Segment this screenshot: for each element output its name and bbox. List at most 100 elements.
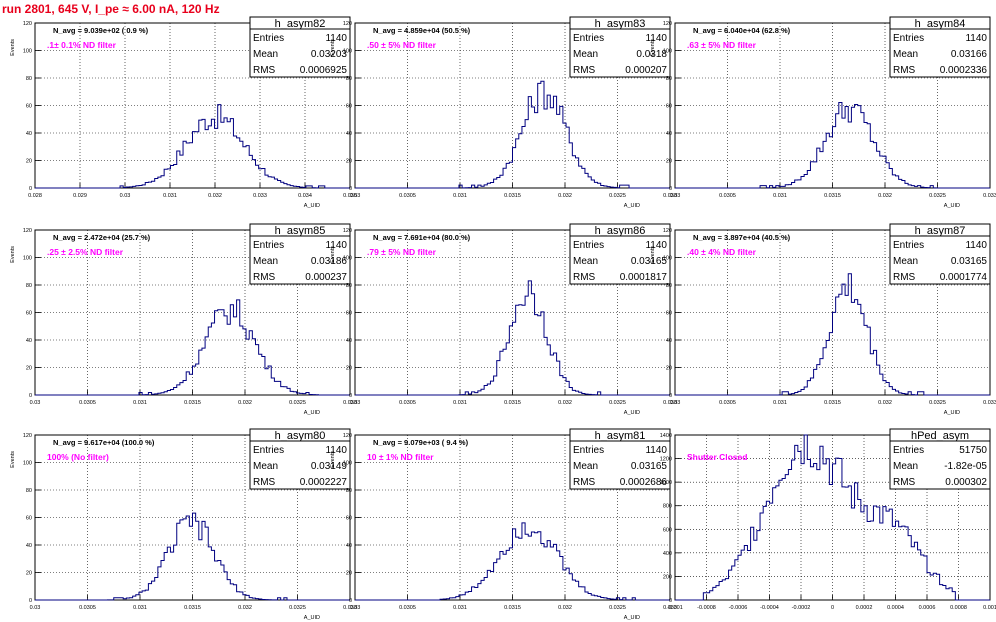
histogram-curve: [355, 80, 670, 189]
stats-value: 0.0002336: [940, 65, 988, 76]
stats-label: Mean: [253, 49, 278, 60]
stats-box: [249, 223, 351, 285]
y-tick-label: 100: [23, 461, 32, 467]
y-tick-label: 40: [666, 131, 672, 137]
stats-value: 0.03186: [311, 256, 348, 267]
y-tick-label: 120: [343, 21, 352, 27]
plot-frame: [354, 22, 671, 189]
x-tick-label: 0.032: [878, 193, 892, 199]
y-tick-label: 40: [26, 131, 32, 137]
x-axis-label: A_UID: [944, 203, 960, 209]
x-tick-label: 0.032: [238, 400, 252, 406]
x-tick-label: 0.031: [773, 193, 787, 199]
y-tick-label: 0: [669, 598, 672, 604]
x-tick-label: 0.001: [983, 605, 996, 611]
stats-value: 0.0318: [636, 49, 667, 60]
y-tick-label: 400: [663, 551, 672, 557]
y-tick-label: 80: [346, 283, 352, 289]
stats-label: Mean: [573, 461, 598, 472]
stats-title: h_asym87: [915, 225, 966, 237]
y-tick-label: 120: [23, 228, 32, 234]
y-axis-label: Events: [10, 39, 16, 56]
x-tick-label: 0.031: [773, 400, 787, 406]
stats-label: Entries: [253, 240, 284, 251]
x-tick-label: 0.03: [670, 193, 681, 199]
x-tick-label: 0.0325: [289, 400, 306, 406]
stats-label: RMS: [573, 272, 596, 283]
x-tick-label: 0.032: [558, 605, 572, 611]
x-tick-label: 0.029: [73, 193, 87, 199]
histogram-panel-h_asym83: 0.03 0.0305 0.031 0.0315 0.032 0.0325 0.033020…: [330, 16, 677, 209]
stats-label: Mean: [573, 49, 598, 60]
histogram-panel-h_asym85: 0.03 0.0305 0.031 0.0315 0.032 0.0325 0.033020…: [10, 223, 357, 416]
x-tick-label: -0.0004: [760, 605, 779, 611]
x-tick-label: 0.0305: [399, 400, 416, 406]
stats-label: Mean: [893, 49, 918, 60]
stats-box: [889, 428, 991, 490]
x-tick-label: 0.03: [30, 400, 41, 406]
y-tick-label: 60: [346, 516, 352, 522]
y-axis-label: Events: [330, 39, 336, 56]
stats-title: hPed_asym: [911, 430, 969, 442]
stats-label: RMS: [893, 477, 916, 488]
y-axis-label: Events: [650, 39, 656, 56]
stats-value: 1140: [645, 240, 667, 251]
y-tick-label: 40: [346, 131, 352, 137]
y-tick-label: 100: [343, 49, 352, 55]
x-tick-label: 0.033: [663, 193, 677, 199]
y-tick-label: 20: [26, 366, 32, 372]
histogram-panel-hPed_asym: -0.001 -0.0008 -0.0006 -0.0004 -0.0002 0 0.000…: [660, 428, 996, 611]
x-tick-label: 0.0315: [504, 400, 521, 406]
x-tick-label: 0.0315: [824, 400, 841, 406]
stats-label: Entries: [253, 33, 284, 44]
stats-value: 0.0002227: [300, 477, 348, 488]
y-tick-label: 80: [666, 76, 672, 82]
y-tick-label: 60: [26, 516, 32, 522]
x-tick-label: 0.035: [343, 193, 357, 199]
y-tick-label: 60: [666, 311, 672, 317]
x-tick-label: 0.0004: [887, 605, 904, 611]
stats-value: 0.000302: [945, 477, 987, 488]
y-tick-label: 0: [29, 393, 32, 399]
stats-title: h_asym83: [595, 18, 646, 30]
y-tick-label: 100: [343, 461, 352, 467]
stats-title: h_asym86: [595, 225, 646, 237]
y-tick-label: 20: [346, 366, 352, 372]
stats-value: 0.000207: [625, 65, 667, 76]
x-axis-label: A_UID: [304, 615, 320, 621]
stats-label: Mean: [253, 461, 278, 472]
stats-box: [889, 16, 991, 78]
stats-box: [249, 16, 351, 78]
stats-label: Entries: [893, 445, 924, 456]
filter-label: .25 ± 2.5% ND filter: [47, 247, 124, 257]
x-tick-label: 0.0325: [609, 400, 626, 406]
y-tick-label: 80: [26, 488, 32, 494]
y-tick-label: 20: [346, 159, 352, 165]
x-tick-label: 0.0305: [79, 605, 96, 611]
x-tick-label: 0.0006: [919, 605, 936, 611]
y-tick-label: 100: [343, 256, 352, 262]
stats-value: 0.0006925: [300, 65, 348, 76]
stats-label: RMS: [573, 477, 596, 488]
y-tick-label: 20: [346, 571, 352, 577]
x-tick-label: 0.0315: [504, 605, 521, 611]
stats-label: Mean: [253, 256, 278, 267]
y-tick-label: 60: [346, 311, 352, 317]
x-tick-label: 0.031: [163, 193, 177, 199]
x-tick-label: -0.0008: [697, 605, 716, 611]
plot-frame: [674, 229, 991, 396]
navg-label: N_avg = 9.039e+02 ( 0.9 %): [53, 26, 149, 35]
stats-label: Mean: [893, 256, 918, 267]
stats-value: 0.000237: [305, 272, 347, 283]
stats-label: Mean: [573, 256, 598, 267]
y-tick-label: 120: [343, 433, 352, 439]
x-tick-label: 0.033: [663, 400, 677, 406]
histogram-curve: [675, 102, 990, 189]
y-tick-label: 20: [26, 159, 32, 165]
y-tick-label: 0: [349, 186, 352, 192]
y-tick-label: 80: [666, 283, 672, 289]
y-tick-label: 60: [26, 104, 32, 110]
stats-label: RMS: [253, 272, 276, 283]
filter-label: 100% (No filter): [47, 452, 109, 462]
